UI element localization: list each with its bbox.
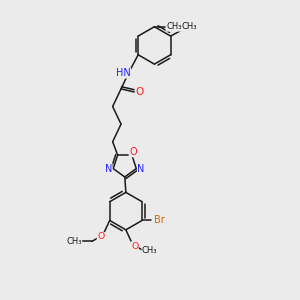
Text: CH₃: CH₃ xyxy=(66,237,82,246)
Text: O: O xyxy=(131,242,138,251)
Text: O: O xyxy=(97,232,104,242)
Text: CH₃: CH₃ xyxy=(142,246,158,255)
Text: N: N xyxy=(137,164,145,174)
Text: CH₃: CH₃ xyxy=(166,22,182,31)
Text: O: O xyxy=(129,147,137,157)
Text: Br: Br xyxy=(154,215,165,226)
Text: CH₃: CH₃ xyxy=(181,22,196,31)
Text: N: N xyxy=(105,164,112,174)
Text: O: O xyxy=(135,87,143,97)
Text: HN: HN xyxy=(116,68,130,78)
